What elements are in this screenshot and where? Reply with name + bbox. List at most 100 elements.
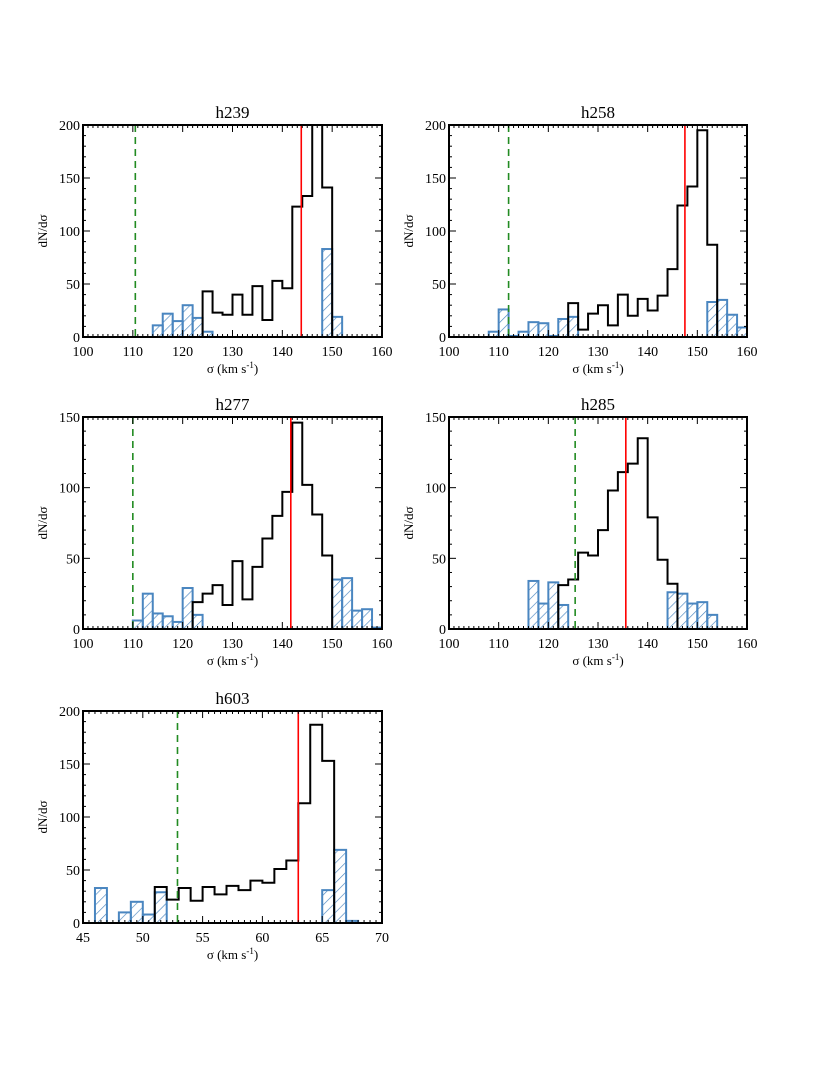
x-tick-label: 130 <box>222 345 243 360</box>
outlier-bar <box>726 313 739 337</box>
x-axis-label-end: ) <box>619 653 623 668</box>
y-tick-label: 200 <box>59 119 80 134</box>
histogram-bin <box>252 567 262 629</box>
x-axis-label-sup: -1 <box>246 652 254 662</box>
histogram-bin <box>608 490 618 629</box>
x-tick-label: 120 <box>172 345 193 360</box>
x-tick-label: 160 <box>737 345 758 360</box>
histogram-bin <box>227 886 239 923</box>
histogram-step <box>153 723 336 923</box>
histogram-bin <box>658 560 668 629</box>
panel-title: h603 <box>216 689 250 708</box>
x-tick-label: 150 <box>322 637 343 652</box>
histogram-bin <box>687 186 697 337</box>
histogram-bin <box>292 423 302 629</box>
histogram-bin <box>558 585 568 629</box>
histogram-bin <box>638 299 648 337</box>
x-axis-label-text: σ (km s <box>207 947 247 962</box>
histogram-step <box>567 129 719 337</box>
x-axis-label-sup: -1 <box>612 360 620 370</box>
y-tick-label: 0 <box>73 331 80 346</box>
x-tick-label: 140 <box>272 637 293 652</box>
x-tick-label: 60 <box>255 931 269 946</box>
x-tick-label: 100 <box>439 345 460 360</box>
x-tick-label: 120 <box>538 637 559 652</box>
outlier-bar <box>181 304 194 337</box>
outlier-bar <box>547 581 560 629</box>
x-tick-label: 110 <box>123 345 143 360</box>
histogram-bin <box>648 311 658 338</box>
histogram-bin <box>588 556 598 629</box>
histogram-bin <box>203 594 213 629</box>
panel-h603: 45 50 55 60 65 70 0 50 100 150 200 h603 σ (km s-1) dN… <box>35 689 389 962</box>
histogram-bin <box>322 188 332 337</box>
y-axis-label: dN/dσ <box>401 214 416 247</box>
outlier-bar <box>341 577 354 629</box>
histogram-bin <box>668 584 678 629</box>
x-tick-label: 140 <box>637 345 658 360</box>
histogram-bin <box>203 291 213 337</box>
histogram-bin <box>668 269 678 337</box>
panel-title: h258 <box>581 103 615 122</box>
y-axis-label: dN/dσ <box>35 800 50 833</box>
histogram-bin <box>252 286 262 337</box>
x-tick-label: 120 <box>172 637 193 652</box>
x-tick-label: 55 <box>196 931 210 946</box>
y-tick-label: 100 <box>425 225 446 240</box>
histogram-bin <box>191 901 203 923</box>
histogram-bin <box>707 245 717 337</box>
histogram-bin <box>648 517 658 629</box>
histogram-bin <box>286 860 298 923</box>
histogram-bin <box>302 196 312 337</box>
y-tick-label: 200 <box>425 119 446 134</box>
histogram-bin <box>677 206 687 337</box>
x-tick-label: 110 <box>488 637 508 652</box>
y-axis-label: dN/dσ <box>401 506 416 539</box>
histogram-bin <box>233 561 243 629</box>
histogram-bin <box>588 314 598 337</box>
panel-title: h239 <box>216 103 250 122</box>
outlier-bar <box>161 312 174 337</box>
x-axis-label: σ (km s-1) <box>207 652 258 668</box>
y-tick-label: 150 <box>425 172 446 187</box>
histogram-bin <box>658 296 668 337</box>
histogram-bin <box>215 894 227 923</box>
y-axis-label: dN/dσ <box>35 506 50 539</box>
x-axis-label: σ (km s-1) <box>207 946 258 962</box>
panel-title: h277 <box>216 395 251 414</box>
y-tick-label: 0 <box>439 623 446 638</box>
histogram-bin <box>155 887 167 923</box>
y-tick-label: 0 <box>73 623 80 638</box>
histogram-step <box>201 125 334 337</box>
x-tick-label: 100 <box>73 637 94 652</box>
histogram-bin <box>213 313 223 337</box>
x-axis-label-sup: -1 <box>246 360 254 370</box>
histogram-bin <box>312 515 322 629</box>
y-tick-label: 100 <box>59 225 80 240</box>
x-tick-label: 130 <box>588 345 609 360</box>
histogram-bin <box>598 305 608 337</box>
x-tick-label: 65 <box>315 931 329 946</box>
x-tick-label: 50 <box>136 931 150 946</box>
x-axis-label-text: σ (km s <box>572 653 612 668</box>
histogram-bin <box>598 530 608 629</box>
x-axis-label-text: σ (km s <box>207 361 247 376</box>
outlier-bar <box>686 602 699 629</box>
histogram-bin <box>578 553 588 629</box>
outlier-bar <box>527 579 540 629</box>
x-tick-label: 150 <box>687 345 708 360</box>
outlier-bar <box>93 887 108 923</box>
x-axis-label-end: ) <box>254 947 258 962</box>
histogram-bin <box>568 580 578 629</box>
histogram-bin <box>638 438 648 629</box>
x-tick-label: 100 <box>73 345 94 360</box>
x-tick-label: 110 <box>123 637 143 652</box>
x-tick-label: 70 <box>375 931 389 946</box>
histogram-step <box>557 437 679 629</box>
y-tick-label: 150 <box>59 758 80 773</box>
histogram-bin <box>233 295 243 337</box>
outlier-bar <box>333 848 348 923</box>
y-tick-label: 150 <box>425 411 446 426</box>
histogram-bin <box>310 725 322 923</box>
histogram-bin <box>223 315 233 337</box>
